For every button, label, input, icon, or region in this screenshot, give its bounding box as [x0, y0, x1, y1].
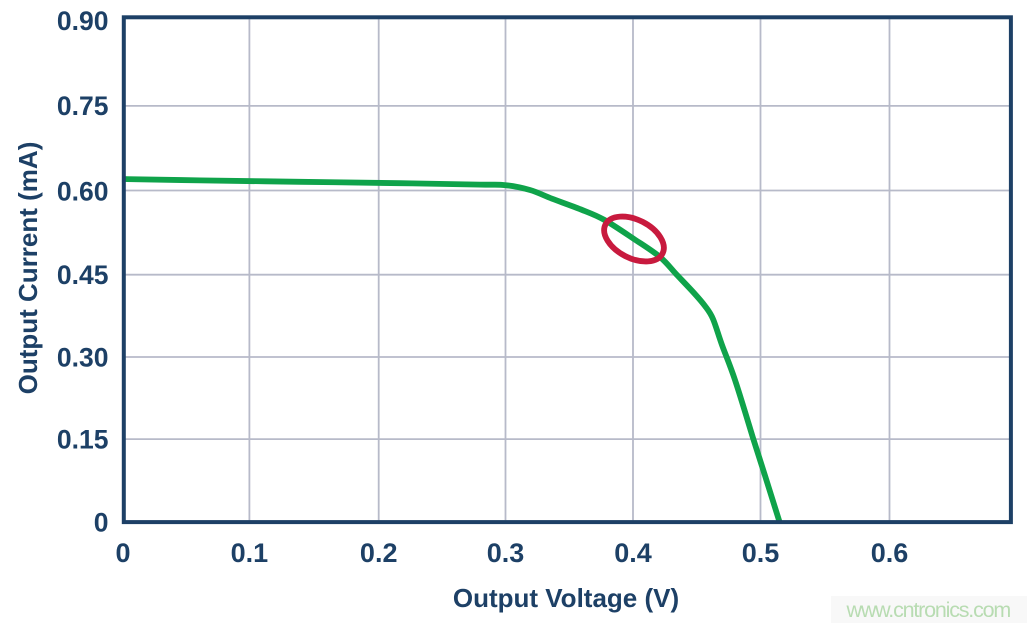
svg-text:0.30: 0.30 [57, 342, 109, 372]
svg-text:Output Current (mA): Output Current (mA) [13, 142, 43, 395]
svg-text:0.15: 0.15 [57, 424, 109, 454]
svg-text:0.2: 0.2 [360, 538, 398, 568]
svg-text:0: 0 [94, 508, 109, 538]
svg-text:0.1: 0.1 [231, 538, 269, 568]
svg-text:0.90: 0.90 [57, 6, 109, 36]
svg-text:0.4: 0.4 [614, 538, 652, 568]
svg-text:www.cntronics.com: www.cntronics.com [846, 598, 1011, 622]
svg-text:0.6: 0.6 [871, 538, 909, 568]
svg-text:0: 0 [115, 538, 130, 568]
svg-text:0.45: 0.45 [57, 260, 109, 290]
svg-text:0.3: 0.3 [487, 538, 525, 568]
svg-text:0.5: 0.5 [742, 538, 780, 568]
svg-text:0.75: 0.75 [57, 91, 109, 121]
svg-text:0.60: 0.60 [57, 176, 109, 206]
svg-text:Output Voltage (V): Output Voltage (V) [453, 583, 679, 613]
